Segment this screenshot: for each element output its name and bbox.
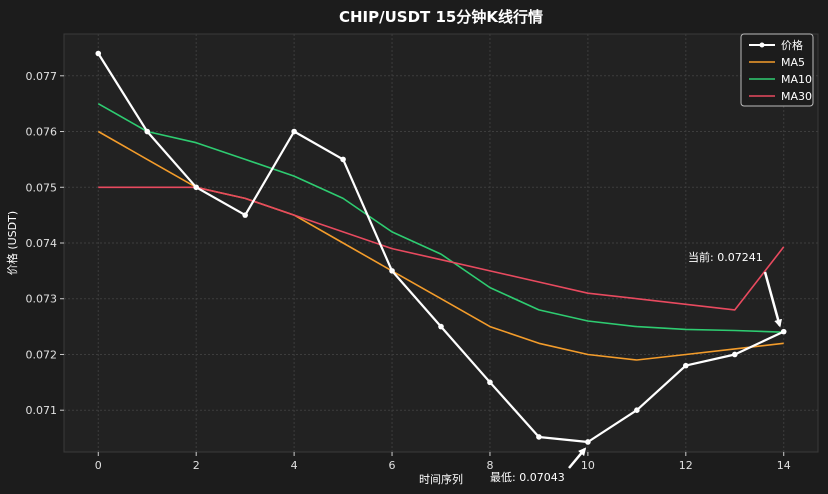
annotation-low-label: 最低: 0.07043 [490,471,565,484]
y-tick-label: 0.075 [26,181,58,194]
price-point [95,50,102,57]
y-tick-label: 0.074 [26,237,58,250]
legend: 价格 MA5 MA10 MA30 [740,33,814,107]
price-point [193,184,199,191]
x-tick-label: 12 [679,459,693,472]
x-tick-label: 6 [389,459,396,472]
price-point [438,323,444,330]
annotation-arrow-low [568,447,587,469]
legend-label: MA5 [781,56,805,69]
legend-box [740,33,814,107]
tick-layer: 0.071 0.072 0.073 0.074 0.075 0.076 0.077 0 2 4 6 8… [26,70,791,472]
y-tick-label: 0.076 [26,126,58,139]
legend-label: MA10 [781,73,812,86]
price-point [731,351,738,358]
chart-title: CHIP/USDT 15分钟K线行情 [339,8,543,26]
legend-marker [759,42,765,48]
y-tick-label: 0.071 [26,404,58,417]
price-point [536,434,542,440]
x-tick-label: 4 [291,459,298,472]
price-point [487,379,493,386]
x-tick-label: 0 [95,459,102,472]
x-tick-label: 8 [486,459,493,472]
series-line-MA30 [98,186,785,311]
x-tick-label: 14 [777,459,791,472]
price-point [144,128,151,135]
price-point [340,156,346,163]
annotation-current-label: 当前: 0.07241 [688,250,763,264]
price-point [780,328,787,335]
y-tick-label: 0.077 [26,70,58,83]
x-tick-label: 2 [193,459,200,472]
legend-label: MA30 [781,90,812,103]
annotation-layer: 最低: 0.07043 当前: 0.07241 [490,250,782,484]
annotation-arrow-current [763,271,782,328]
series-layer [95,50,787,445]
price-point [683,362,689,369]
price-point [389,268,395,274]
grid-layer [64,34,818,452]
price-point [634,407,640,414]
x-tick-label: 10 [581,459,595,472]
x-axis-label: 时间序列 [419,472,463,486]
legend-label: 价格 [781,38,803,52]
y-axis-label: 价格 (USDT) [5,211,19,275]
series-line-MA10 [97,103,784,333]
y-tick-label: 0.073 [26,293,58,306]
price-point [585,439,591,445]
y-tick-label: 0.072 [26,348,58,361]
price-point [242,212,248,218]
price-point [291,128,297,135]
